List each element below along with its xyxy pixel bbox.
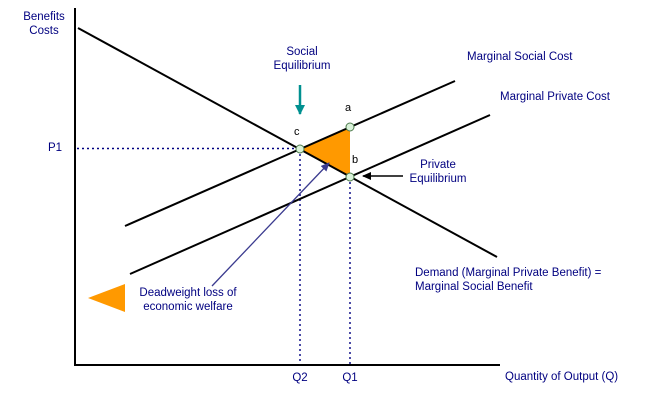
y-axis-label: Benefits Costs bbox=[18, 10, 70, 38]
deadweight-loss-line2: economic welfare bbox=[143, 301, 233, 313]
social-equilibrium-line2: Equilibrium bbox=[273, 60, 331, 72]
point-c-label: c bbox=[294, 126, 300, 138]
q1-label: Q1 bbox=[342, 372, 358, 384]
demand-label-line1: Demand (Marginal Private Benefit) = bbox=[415, 267, 602, 279]
demand-label: Demand (Marginal Private Benefit) = Marg… bbox=[415, 266, 601, 294]
marginal-social-cost-label: Marginal Social Cost bbox=[467, 51, 573, 63]
point-b-label: b bbox=[352, 154, 359, 166]
demand-line bbox=[77, 27, 498, 258]
deadweight-loss-icon bbox=[88, 284, 125, 312]
y-axis-label-line2: Costs bbox=[29, 25, 59, 37]
deadweight-loss-label: Deadweight loss of economic welfare bbox=[132, 286, 244, 314]
point-c-marker bbox=[295, 144, 305, 154]
private-equilibrium-line1: Private bbox=[420, 159, 456, 171]
marginal-private-cost-line bbox=[129, 114, 491, 275]
point-b-marker bbox=[345, 172, 355, 182]
private-equilibrium-label: Private Equilibrium bbox=[402, 158, 474, 186]
marginal-private-cost-label: Marginal Private Cost bbox=[500, 91, 610, 103]
p1-label: P1 bbox=[48, 142, 63, 154]
deadweight-loss-arrow bbox=[211, 162, 330, 287]
point-a-label: a bbox=[345, 102, 352, 114]
deadweight-loss-line1: Deadweight loss of bbox=[139, 287, 237, 299]
q2-label: Q2 bbox=[292, 372, 308, 384]
y-axis-label-line1: Benefits bbox=[23, 11, 65, 23]
private-equilibrium-line2: Equilibrium bbox=[409, 173, 467, 185]
x-axis-label: Quantity of Output (Q) bbox=[505, 371, 619, 383]
social-equilibrium-line1: Social bbox=[286, 46, 318, 58]
demand-label-line2: Marginal Social Benefit bbox=[415, 281, 533, 293]
marginal-social-cost-line bbox=[124, 80, 456, 227]
social-equilibrium-label: Social Equilibrium bbox=[260, 45, 344, 73]
point-a-marker bbox=[345, 122, 355, 132]
deadweight-loss-triangle bbox=[300, 127, 350, 177]
